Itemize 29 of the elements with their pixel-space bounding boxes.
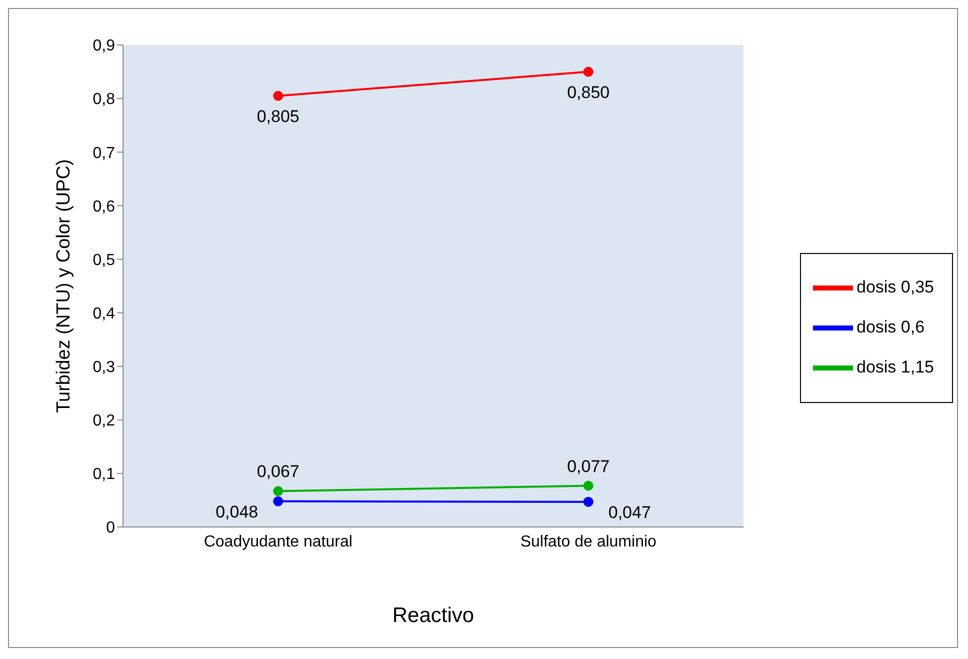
legend-label: dosis 0,6 — [856, 317, 925, 336]
y-tick-label: 0,3 — [92, 359, 116, 376]
point — [273, 486, 284, 496]
data-label: 0,850 — [567, 82, 610, 102]
y-axis-title: Turbidez (NTU) y Color (UPC) — [54, 159, 75, 413]
x-axis-title: Reactivo — [392, 604, 474, 627]
y-tick-label: 0,9 — [92, 38, 116, 55]
data-label: 0,805 — [256, 106, 300, 126]
y-tick-label: 0,1 — [92, 466, 116, 484]
point — [273, 496, 284, 506]
point — [583, 496, 594, 507]
y-tick-label: 0 — [106, 520, 116, 537]
point — [273, 90, 284, 101]
y-tick-label: 0,6 — [92, 198, 116, 216]
data-label: 0,067 — [256, 462, 300, 482]
y-tick-label: 0,4 — [92, 305, 116, 322]
legend-label: dosis 1,15 — [856, 357, 934, 376]
legend-label: dosis 0,35 — [856, 277, 934, 296]
data-label: 0,048 — [216, 502, 258, 522]
point — [583, 66, 594, 77]
data-label: 0,077 — [567, 456, 610, 476]
point — [583, 480, 594, 491]
y-tick-label: 0,2 — [92, 412, 116, 430]
x-tick-label: Coadyudante natural — [204, 533, 352, 550]
y-tick-label: 0,7 — [92, 144, 116, 162]
x-tick-label: Sulfato de aluminio — [520, 533, 657, 550]
data-label: 0,047 — [608, 502, 651, 522]
y-tick-label: 0,5 — [92, 252, 116, 269]
y-tick-label: 0,8 — [92, 91, 116, 108]
